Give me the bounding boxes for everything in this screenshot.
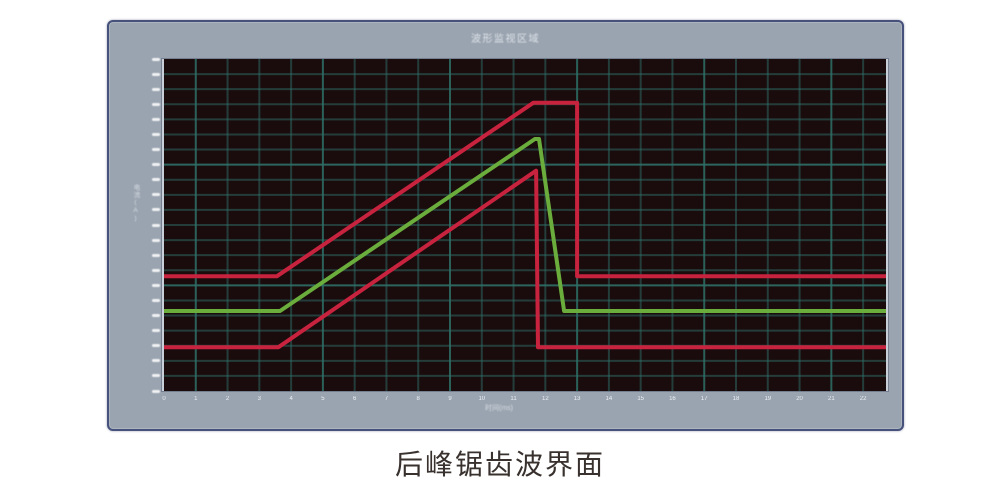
x-tick-label: 6 bbox=[352, 396, 357, 402]
y-tick-mark bbox=[152, 163, 160, 167]
x-tick-label: 20 bbox=[796, 396, 803, 402]
y-tick-mark bbox=[152, 298, 160, 302]
y-axis-ticks bbox=[148, 57, 162, 393]
y-tick-mark bbox=[152, 268, 160, 272]
figure-caption: 后峰锯齿波界面 bbox=[394, 449, 605, 480]
x-tick-label: 16 bbox=[669, 396, 676, 402]
x-tick-label: 0 bbox=[162, 396, 166, 402]
y-tick-mark bbox=[152, 389, 160, 393]
x-tick-label: 13 bbox=[573, 396, 581, 402]
y-tick-mark bbox=[152, 102, 160, 106]
y-tick-mark bbox=[152, 87, 160, 91]
x-axis-label: 时间(ms) bbox=[485, 405, 513, 412]
x-tick-label: 5 bbox=[321, 396, 325, 402]
x-tick-label: 14 bbox=[605, 396, 613, 402]
waveform-monitor-window: 波形监视区域 电流(A) 0 1 2 3 4 5 6 7 8 9 10 11 12 13 14 15 16 17 1… bbox=[107, 20, 904, 431]
x-tick-label: 21 bbox=[827, 396, 835, 402]
x-tick-label: 19 bbox=[764, 396, 772, 402]
y-tick-mark bbox=[152, 208, 160, 212]
y-tick-mark bbox=[152, 283, 160, 287]
x-tick-label: 7 bbox=[384, 396, 389, 402]
x-axis-ticks: 0 1 2 3 4 5 6 7 8 9 10 11 12 13 14 15 16 17 18 19 20 21 22 bbox=[162, 395, 884, 405]
x-tick-label: 9 bbox=[448, 396, 452, 402]
y-tick-mark bbox=[152, 344, 160, 348]
y-tick-mark bbox=[152, 374, 160, 378]
y-tick-mark bbox=[152, 117, 160, 121]
y-tick-mark bbox=[152, 329, 160, 333]
y-tick-mark bbox=[152, 314, 160, 318]
y-tick-mark bbox=[152, 223, 160, 227]
y-tick-mark bbox=[152, 57, 160, 61]
x-tick-label: 1 bbox=[194, 396, 198, 402]
window-title: 波形监视区域 bbox=[471, 34, 540, 45]
x-tick-label: 12 bbox=[541, 396, 549, 402]
x-tick-label: 11 bbox=[510, 396, 517, 402]
series-green-center bbox=[164, 137, 886, 313]
series-red-lower bbox=[164, 168, 886, 350]
y-tick-mark bbox=[152, 148, 160, 152]
y-tick-mark bbox=[152, 238, 160, 242]
x-tick-label: 15 bbox=[637, 396, 645, 402]
x-tick-label: 8 bbox=[416, 396, 420, 402]
x-tick-label: 17 bbox=[700, 396, 708, 402]
series-red-upper bbox=[164, 100, 886, 279]
x-tick-label: 2 bbox=[225, 396, 230, 402]
x-tick-label: 3 bbox=[257, 396, 261, 402]
y-tick-mark bbox=[152, 253, 160, 257]
x-tick-label: 10 bbox=[478, 396, 486, 402]
x-tick-label: 22 bbox=[859, 396, 867, 402]
x-tick-label: 18 bbox=[732, 396, 740, 402]
y-tick-mark bbox=[152, 132, 160, 136]
y-tick-mark bbox=[152, 193, 160, 197]
plot-area bbox=[161, 58, 889, 392]
waveform-chart bbox=[164, 59, 886, 391]
y-tick-mark bbox=[152, 178, 160, 182]
y-tick-mark bbox=[152, 72, 160, 76]
y-tick-mark bbox=[152, 359, 160, 363]
x-tick-label: 4 bbox=[289, 396, 293, 402]
y-axis-label: 电流(A) bbox=[132, 184, 139, 223]
